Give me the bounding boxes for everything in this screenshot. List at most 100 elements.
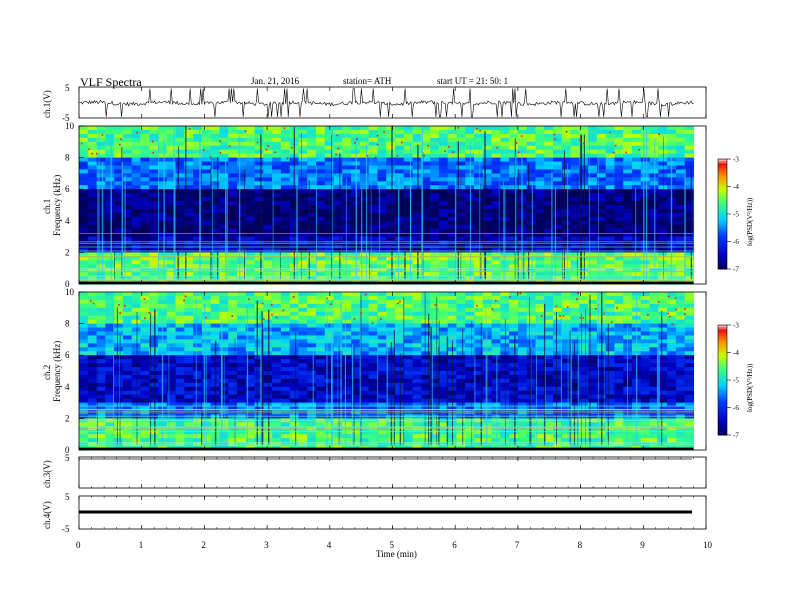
ch2-spectrogram-cell	[403, 307, 414, 313]
ch1-spectrogram-cell	[596, 197, 607, 202]
ch2-spectrogram-cell	[403, 367, 414, 372]
ch2-spectrogram-cell	[307, 292, 317, 297]
ch1-spectrogram-cell	[131, 161, 142, 167]
ch2-spectrogram-cell	[254, 339, 264, 344]
ch2-spectrogram-cell	[675, 367, 686, 372]
ch2-spectrogram-cell	[403, 315, 414, 321]
ch1-spectrogram-cell	[307, 177, 317, 182]
ch2-spectrogram-cell	[166, 355, 177, 360]
ch1-spectrogram-cell	[158, 126, 168, 131]
ch1-spectrogram-cell	[342, 185, 352, 190]
ch1-spectrogram-cell	[623, 272, 633, 277]
ch2-spectrogram-cell	[605, 299, 616, 305]
ch2-spectrogram-cell	[412, 335, 422, 340]
ch2-spectrogram-cell	[438, 343, 449, 348]
ch2-spectrogram-cell	[237, 382, 247, 388]
ch1-spectrogram-cell	[447, 129, 458, 135]
ch1-spectrogram-cell	[228, 256, 238, 261]
ch1-spectrogram-cell	[359, 161, 370, 167]
ch1-spectrogram-cell	[131, 189, 142, 194]
ch2-spectrogram-cell	[140, 335, 150, 340]
ch1-spectrogram-cell	[526, 276, 537, 281]
ch2-spectrogram-cell	[517, 292, 528, 297]
ch2-spectrogram-cell	[588, 390, 598, 396]
ch2-spectrogram-cell	[605, 327, 616, 333]
ch1-spectrogram-cell	[210, 165, 221, 171]
ch1-spectrogram-cell	[272, 165, 282, 171]
ch2-spectrogram-cell	[184, 363, 194, 368]
ch2-spectrogram-cell	[640, 295, 651, 301]
ch2-spectrogram-cell	[474, 390, 484, 396]
ch2-spectrogram-cell	[280, 382, 291, 388]
ch2-spectrogram-cell	[245, 355, 256, 360]
ch1-spectrogram-cell	[623, 133, 633, 139]
ch2-spectrogram-cell	[149, 295, 159, 301]
ch2-spectrogram-cell	[517, 386, 528, 392]
ch2-spectrogram-cell	[219, 331, 229, 337]
ch2-spectrogram-cell	[193, 347, 203, 352]
ch1-spectrogram-cell	[377, 224, 387, 230]
ch1-spectrogram-cell	[474, 173, 484, 178]
ch2-spectrogram-cell	[96, 374, 106, 380]
ch2-spectrogram-cell	[412, 327, 422, 333]
ch1-spectrogram-cell	[149, 236, 159, 242]
ch1-spectrogram-cell	[263, 153, 273, 159]
ch2-spectrogram-cell	[219, 327, 229, 333]
ch1-spectrogram-cell	[438, 205, 449, 210]
ch2-spectrogram-cell	[228, 327, 238, 333]
ch2-spectrogram-cell	[517, 374, 528, 380]
ch1-spectrogram-cell	[131, 264, 142, 269]
ch2-spectrogram-cell	[640, 339, 651, 344]
ch2-spectrogram-cell	[316, 315, 326, 321]
ch1-spectrogram-cell	[438, 153, 449, 159]
ch1-spectrogram-cell	[438, 126, 449, 131]
ch2-spectrogram-cell	[658, 343, 668, 348]
ch1-spectrogram-cell	[254, 252, 264, 257]
ch1-spectrogram-cell	[359, 276, 370, 281]
ch2-spectrogram-cell	[526, 307, 537, 313]
ch2-spectrogram-cell	[228, 363, 238, 368]
ch1-spectrogram-cell	[447, 141, 458, 147]
ch1-spectrogram-cell	[588, 189, 598, 194]
ch1-spectrogram-cell	[359, 220, 370, 226]
ch1-colorbar-swatch	[718, 225, 727, 228]
ch2-spectrogram-cell	[342, 319, 352, 325]
ch1-spectrogram-cell	[430, 264, 440, 269]
ch1-spectrogram-cell	[158, 272, 168, 277]
ch2-spectrogram-cell	[438, 382, 449, 388]
ch2-spectrogram-cell	[158, 311, 168, 317]
ch1-spectrogram-cell	[403, 212, 414, 218]
ch2-spectrogram-cell	[324, 335, 335, 340]
ch1-spectrogram-cell	[307, 173, 317, 178]
ch2-spectrogram-cell	[254, 374, 264, 380]
ch1-spectrogram-cell	[96, 212, 106, 218]
ch1-spectrogram-cell	[447, 205, 458, 210]
ch2-spectrogram-cell	[149, 359, 159, 364]
ch1-spectrogram-cell	[140, 240, 150, 246]
ch2-spectrogram-cell	[122, 351, 133, 356]
ch2-spectrogram-cell	[438, 311, 449, 317]
ch1-spectrogram-cell	[570, 157, 580, 163]
ch1-spectrogram-cell	[447, 256, 458, 261]
ch1-spectrogram-cell	[614, 216, 624, 222]
ch1-spectrogram-cell	[272, 141, 282, 147]
ch1-spectrogram-cell	[333, 232, 343, 238]
ch2-spectrogram-cell	[509, 378, 519, 384]
ch2-spectrogram-cell	[561, 378, 572, 384]
ch1-spectrogram-cell	[79, 212, 89, 218]
ch1-spectrogram-cell	[166, 153, 177, 159]
ch1-spectrogram-cell	[272, 157, 282, 163]
ch2-spectrogram-cell	[517, 335, 528, 340]
ch1-spectrogram-cell	[447, 252, 458, 257]
ch2-spectrogram-cell	[368, 343, 379, 348]
ch1-spectrogram-cell	[403, 153, 414, 159]
ch1-spectrogram-cell	[359, 153, 370, 159]
ch2-spectrogram-cell	[570, 299, 580, 305]
ch1-spectrogram-cell	[193, 264, 203, 269]
ch1-spectrogram-cell	[456, 133, 466, 139]
ch1-spectrogram-cell	[465, 145, 475, 151]
ch1-spectrogram-cell	[544, 133, 554, 139]
ch1-spectrogram-cell	[447, 189, 458, 194]
ch1-spectrogram-hotspot	[228, 145, 231, 147]
ch2-spectrogram-cell	[122, 382, 133, 388]
